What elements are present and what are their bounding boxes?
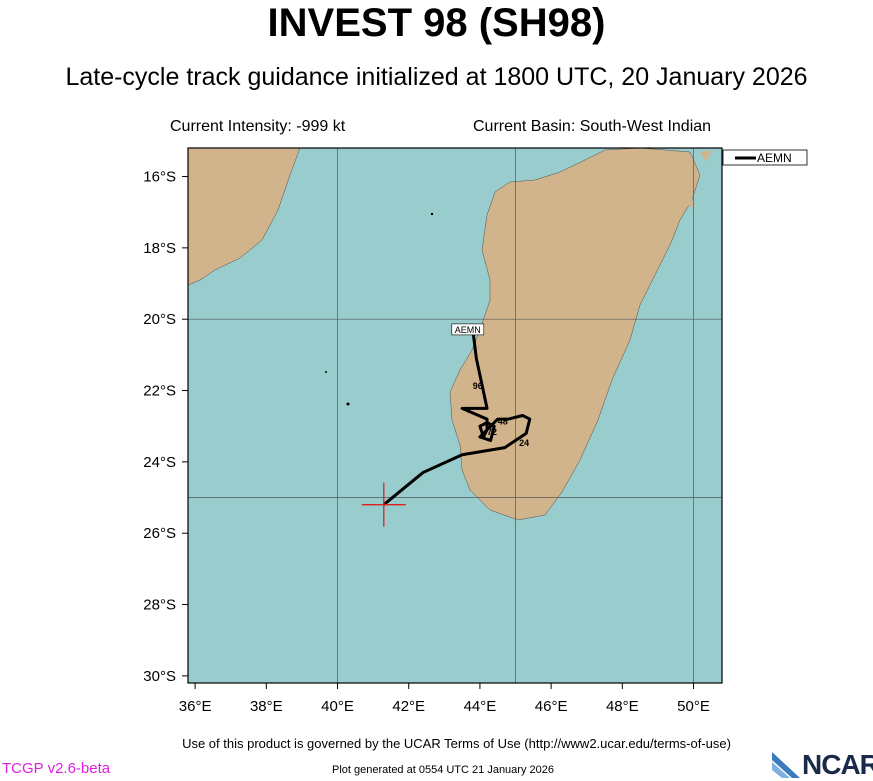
lat-tick-label: 26°S [143,525,176,542]
legend-box [722,149,808,166]
island [688,198,694,210]
forecast-hour-label: 24 [519,438,529,448]
ncar-logo-icon [772,752,800,778]
island [700,150,712,162]
current-basin: Current Basin: South-West Indian [473,118,712,135]
lat-tick-label: 28°S [143,597,176,614]
track-line [382,329,532,506]
forecast-hour-label: 96 [473,381,483,391]
map-area: 24487296120AEMN [188,148,722,683]
axis-ticks: 36°E 38°E 40°E 42°E 44°E 46°E 48°E 50°E 16°S 18°S… [143,169,710,715]
lon-tick-label: 36°E [179,698,212,715]
track-layer: 24487296120AEMN [361,323,532,527]
lat-tick-label: 18°S [143,240,176,257]
island [325,371,327,373]
legend-entry: AEMN [757,151,792,165]
ncar-logo: NCAR [770,748,873,780]
lon-tick-label: 40°E [321,698,354,715]
current-intensity: Current Intensity: -999 kt [170,118,346,135]
version-label: TCGP v2.6-beta [2,760,111,777]
island [430,212,434,216]
track-end-label: AEMN [455,325,481,335]
lon-tick-label: 50°E [677,698,710,715]
forecast-hour-label: 48 [498,416,508,426]
lat-tick-label: 20°S [143,311,176,328]
lon-tick-label: 46°E [535,698,568,715]
lat-tick-label: 22°S [143,383,176,400]
africa-landmass [188,148,301,286]
lat-tick-label: 24°S [143,454,176,471]
ncar-logo-text: NCAR [802,749,873,780]
forecast-hour-label: 72 [487,427,497,437]
terms-footer: Use of this product is governed by the U… [182,736,731,751]
lat-tick-label: 16°S [143,169,176,186]
lon-tick-label: 48°E [606,698,639,715]
island [346,402,350,406]
plot-title: INVEST 98 (SH98) [267,1,606,45]
lon-tick-label: 38°E [250,698,283,715]
track-end-box [451,323,485,336]
generated-timestamp: Plot generated at 0554 UTC 21 January 20… [332,764,554,776]
legend: AEMN [722,149,808,166]
madagascar-landmass [449,148,701,521]
lon-tick-label: 42°E [392,698,425,715]
grid-lines [188,148,722,683]
map-frame [187,147,723,684]
lat-tick-label: 30°S [143,668,176,685]
plot-subtitle: Late-cycle track guidance initialized at… [65,63,808,91]
lon-tick-label: 44°E [464,698,497,715]
